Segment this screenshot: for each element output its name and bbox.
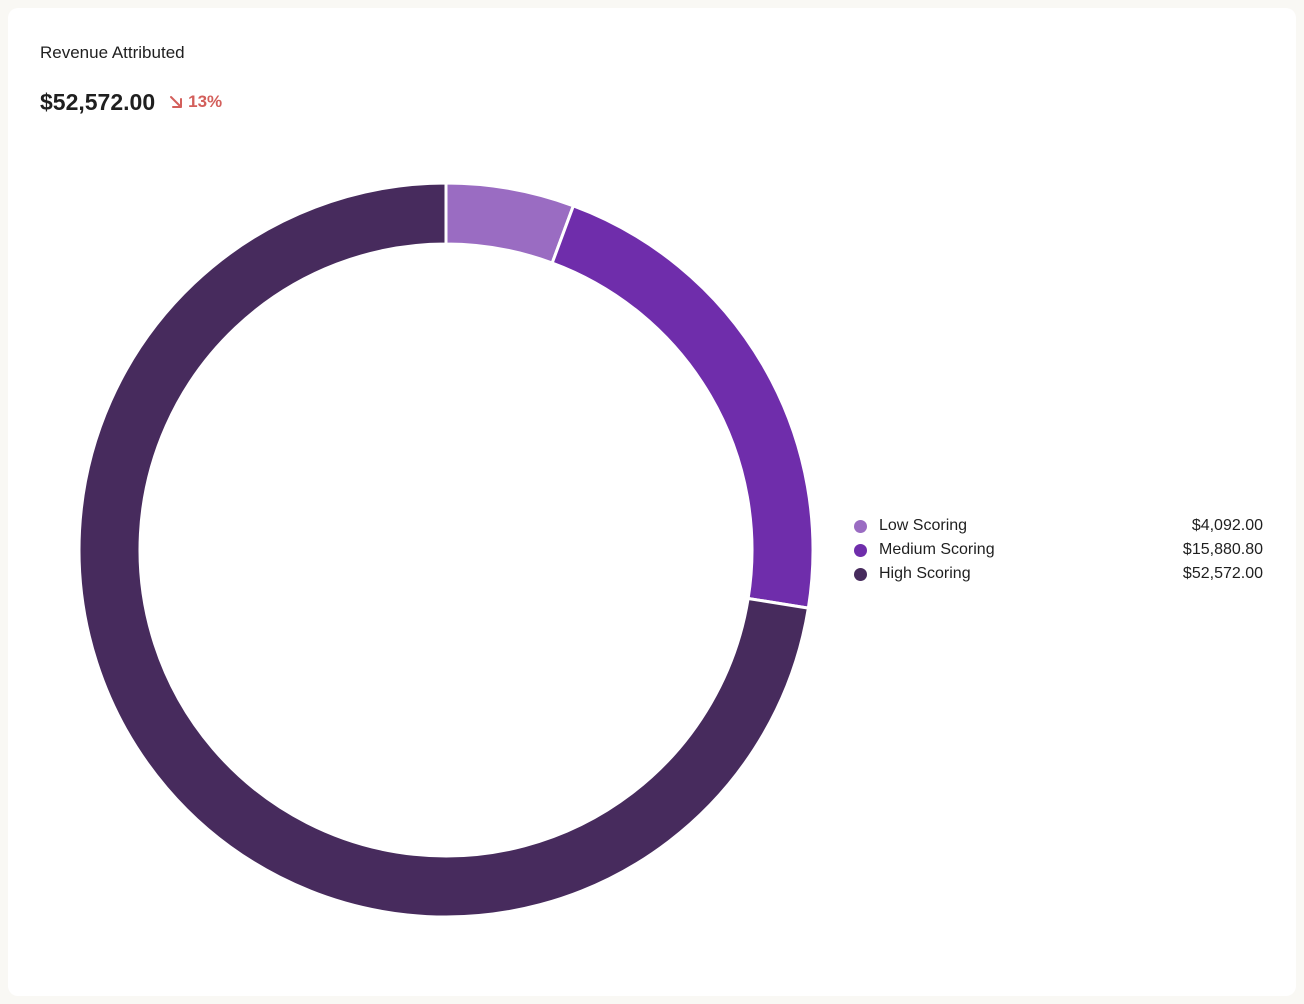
legend-value: $4,092.00 (1191, 517, 1263, 534)
legend-item-medium-scoring[interactable]: Medium Scoring $15,880.80 (854, 538, 1263, 562)
legend-label: Medium Scoring (879, 541, 995, 558)
legend-label: Low Scoring (879, 517, 968, 534)
donut-slice-medium-scoring[interactable] (550, 203, 815, 610)
legend-item-low-scoring[interactable]: Low Scoring $4,092.00 (854, 514, 1263, 538)
revenue-card: Revenue Attributed $52,572.00 13% Low Sc… (8, 8, 1296, 996)
legend-label: High Scoring (879, 565, 971, 582)
legend-value: $52,572.00 (1182, 565, 1263, 582)
donut-chart (77, 181, 815, 919)
total-revenue-value: $52,572.00 (40, 89, 156, 115)
donut-slice-high-scoring[interactable] (77, 181, 811, 919)
legend-value: $15,880.80 (1182, 541, 1263, 558)
legend-swatch (854, 567, 867, 581)
arrow-down-right-icon (170, 96, 183, 108)
legend-swatch (854, 543, 867, 557)
change-percent: 13% (188, 92, 223, 111)
legend-item-high-scoring[interactable]: High Scoring $52,572.00 (854, 562, 1263, 586)
card-title: Revenue Attributed (40, 43, 185, 62)
donut-slices (77, 181, 815, 919)
donut-slice-low-scoring[interactable] (444, 181, 576, 265)
legend-swatch (854, 519, 867, 533)
change-indicator: 13% (168, 91, 222, 113)
chart-legend: Low Scoring $4,092.00 Medium Scoring $15,88… (854, 514, 1263, 586)
headline: $52,572.00 13% (40, 88, 222, 116)
